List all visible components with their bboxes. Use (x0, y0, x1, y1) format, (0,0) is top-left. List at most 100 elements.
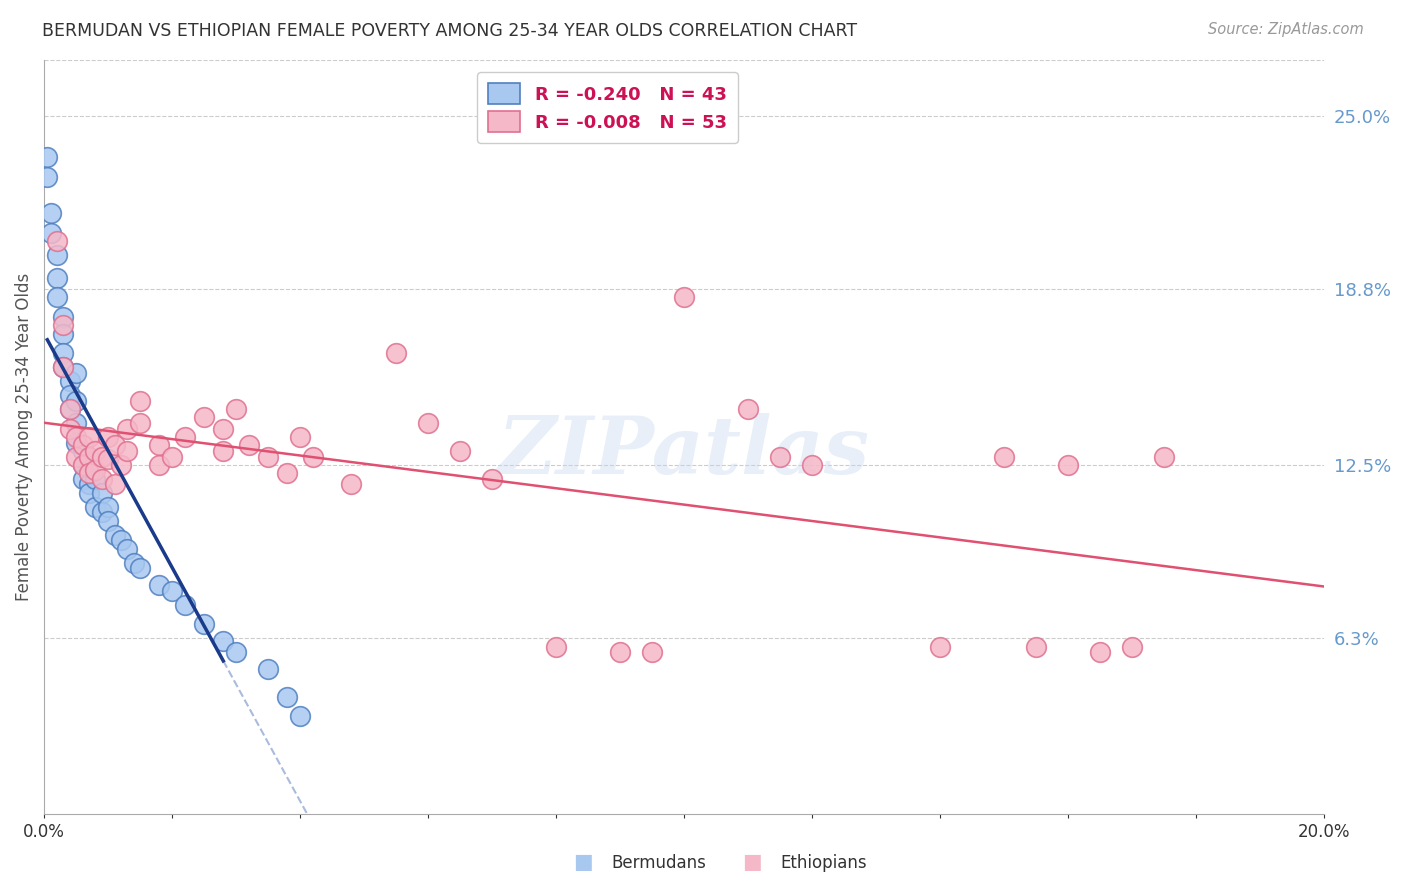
Point (257, 450, 280, 464)
Point (737, 402, 759, 417)
Point (84, 463, 107, 477)
Point (212, 444, 235, 458)
Point (160, 450, 183, 464)
Point (385, 346, 408, 360)
Point (84, 472, 107, 486)
Point (1121, 640, 1143, 654)
Point (52, 360, 75, 375)
Point (288, 430, 311, 444)
Point (59, 374, 82, 388)
Point (257, 662, 280, 676)
Point (288, 709, 311, 723)
Point (65, 366, 87, 380)
Point (77, 450, 100, 464)
Point (117, 444, 139, 458)
Point (212, 421, 235, 435)
Point (90, 472, 112, 486)
Text: BERMUDAN VS ETHIOPIAN FEMALE POVERTY AMONG 25-34 YEAR OLDS CORRELATION CHART: BERMUDAN VS ETHIOPIAN FEMALE POVERTY AMO… (42, 22, 858, 40)
Point (103, 477, 125, 491)
Point (77, 477, 100, 491)
Text: Source: ZipAtlas.com: Source: ZipAtlas.com (1208, 22, 1364, 37)
Point (97, 452, 120, 467)
Point (45, 270, 67, 285)
Point (52, 360, 75, 375)
Point (72, 438, 94, 452)
Point (193, 617, 215, 632)
Point (641, 645, 664, 659)
Point (90, 505, 112, 519)
Legend: R = -0.240   N = 43, R = -0.008   N = 53: R = -0.240 N = 43, R = -0.008 N = 53 (477, 72, 738, 143)
Point (39, 206, 62, 220)
Point (72, 444, 94, 458)
Point (1025, 640, 1047, 654)
Point (59, 402, 82, 417)
Point (72, 472, 94, 486)
Point (45, 290, 67, 304)
Point (129, 416, 152, 430)
Y-axis label: Female Poverty Among 25-34 Year Olds: Female Poverty Among 25-34 Year Olds (15, 273, 32, 601)
Text: ■: ■ (742, 853, 762, 872)
Point (160, 583, 183, 598)
Point (110, 458, 132, 472)
Point (449, 444, 471, 458)
Point (65, 435, 87, 450)
Point (52, 346, 75, 360)
Point (90, 486, 112, 500)
Point (117, 421, 139, 435)
Point (546, 640, 568, 654)
Point (117, 541, 139, 556)
Point (72, 458, 94, 472)
Point (174, 430, 197, 444)
Point (84, 444, 107, 458)
Point (238, 438, 260, 452)
Point (993, 450, 1015, 464)
Point (416, 416, 439, 430)
Point (1088, 645, 1111, 659)
Point (148, 578, 170, 592)
Point (77, 467, 100, 481)
Point (52, 318, 75, 333)
Point (148, 438, 170, 452)
Point (276, 467, 298, 481)
Point (302, 450, 325, 464)
Point (65, 450, 87, 464)
Point (45, 234, 67, 248)
Point (65, 430, 87, 444)
Point (212, 634, 235, 648)
Point (45, 248, 67, 262)
Text: Bermudans: Bermudans (612, 855, 706, 872)
Text: ■: ■ (574, 853, 593, 872)
Point (37, 169, 59, 184)
Point (72, 458, 94, 472)
Point (1057, 458, 1080, 472)
Point (929, 640, 952, 654)
Point (77, 486, 100, 500)
Point (673, 290, 696, 304)
Point (193, 410, 215, 425)
Point (225, 402, 247, 417)
Text: Ethiopians: Ethiopians (780, 855, 868, 872)
Point (97, 430, 120, 444)
Point (59, 421, 82, 435)
Point (52, 310, 75, 324)
Point (65, 416, 87, 430)
Point (609, 645, 631, 659)
Point (77, 430, 100, 444)
Point (174, 598, 197, 612)
Point (148, 458, 170, 472)
Point (84, 500, 107, 514)
Point (110, 533, 132, 548)
Point (39, 226, 62, 240)
Point (225, 645, 247, 659)
Point (481, 472, 503, 486)
Point (276, 690, 298, 704)
Point (340, 477, 363, 491)
Point (129, 393, 152, 408)
Point (37, 150, 59, 164)
Point (90, 450, 112, 464)
Point (129, 561, 152, 575)
Point (769, 450, 792, 464)
Point (59, 402, 82, 417)
Point (103, 438, 125, 452)
Point (97, 500, 120, 514)
